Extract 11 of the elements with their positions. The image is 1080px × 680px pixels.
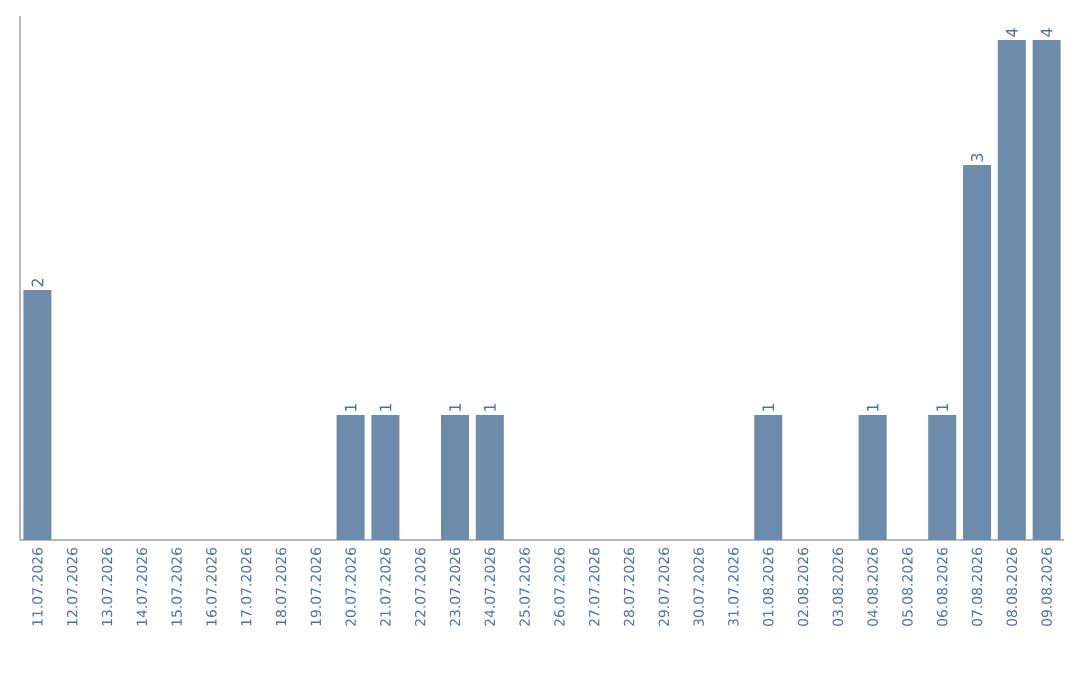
bar <box>336 415 365 540</box>
bar <box>371 415 400 540</box>
bar <box>1032 40 1061 540</box>
bar <box>441 415 470 540</box>
bar <box>475 415 504 540</box>
bar <box>754 415 783 540</box>
bar <box>928 415 957 540</box>
bar <box>858 415 887 540</box>
bar <box>23 290 52 540</box>
bar <box>963 165 992 540</box>
bar <box>997 40 1026 540</box>
